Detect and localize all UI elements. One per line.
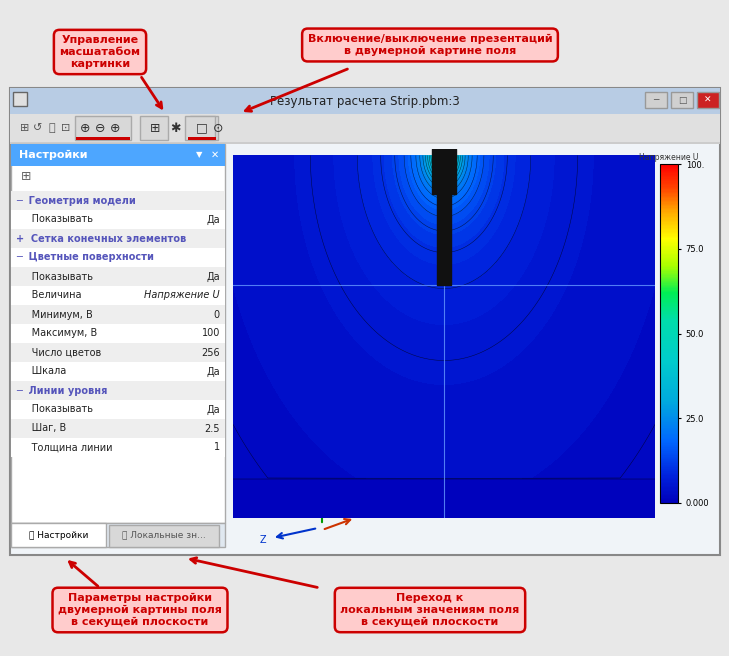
FancyBboxPatch shape [11, 438, 225, 457]
FancyBboxPatch shape [11, 400, 225, 419]
Text: ─  Геометрия модели: ─ Геометрия модели [16, 195, 136, 205]
FancyBboxPatch shape [11, 305, 225, 324]
Text: Включение/выключение презентаций
в двумерной картине поля: Включение/выключение презентаций в двуме… [308, 34, 553, 56]
FancyBboxPatch shape [11, 267, 225, 286]
Title: Напряжение U: Напряжение U [639, 153, 698, 162]
Text: Управление
масшатабом
картинки: Управление масшатабом картинки [60, 35, 141, 69]
FancyBboxPatch shape [11, 324, 225, 343]
FancyBboxPatch shape [11, 381, 225, 400]
FancyBboxPatch shape [11, 144, 225, 166]
Text: Показывать: Показывать [16, 215, 93, 224]
Text: Напряжение U: Напряжение U [144, 291, 220, 300]
Text: 🗖 Локальные зн...: 🗖 Локальные зн... [122, 531, 206, 539]
Text: Настройки: Настройки [19, 150, 87, 160]
FancyBboxPatch shape [185, 116, 215, 140]
FancyBboxPatch shape [645, 92, 667, 108]
FancyBboxPatch shape [109, 525, 219, 547]
Text: Да: Да [206, 215, 220, 224]
FancyBboxPatch shape [11, 191, 225, 210]
Text: Максимум, В: Максимум, В [16, 329, 97, 338]
Text: 2.5: 2.5 [205, 424, 220, 434]
Text: Шаг, В: Шаг, В [16, 424, 66, 434]
Text: ↺: ↺ [34, 123, 43, 133]
FancyBboxPatch shape [697, 92, 719, 108]
FancyBboxPatch shape [11, 286, 225, 305]
Text: ✕: ✕ [211, 150, 219, 160]
Text: ✱: ✱ [170, 121, 180, 134]
Text: □: □ [678, 96, 686, 104]
Text: Y: Y [324, 460, 330, 470]
FancyBboxPatch shape [75, 116, 131, 140]
Text: ─: ─ [653, 96, 659, 104]
Text: ─  Линии уровня: ─ Линии уровня [16, 386, 107, 396]
Text: Да: Да [206, 405, 220, 415]
FancyBboxPatch shape [190, 116, 218, 140]
Text: ⊞: ⊞ [20, 123, 30, 133]
Text: X: X [362, 507, 369, 517]
FancyBboxPatch shape [11, 210, 225, 229]
FancyBboxPatch shape [13, 92, 27, 106]
Text: ⊞: ⊞ [21, 169, 31, 182]
Text: Показывать: Показывать [16, 405, 93, 415]
Text: +  Сетка конечных элементов: + Сетка конечных элементов [16, 234, 186, 243]
FancyBboxPatch shape [188, 137, 216, 140]
FancyBboxPatch shape [11, 419, 225, 438]
Text: ─  Цветные поверхности: ─ Цветные поверхности [16, 253, 154, 262]
Text: Результат расчета Strip.pbm:3: Результат расчета Strip.pbm:3 [270, 94, 460, 108]
FancyBboxPatch shape [10, 142, 720, 144]
Text: Толщина линии: Толщина линии [16, 443, 112, 453]
Text: ⊞: ⊞ [149, 121, 160, 134]
Text: Параметры настройки
двумерной картины поля
в секущей плоскости: Параметры настройки двумерной картины по… [58, 593, 222, 626]
Text: ✋: ✋ [49, 123, 55, 133]
Text: Минимум, В: Минимум, В [16, 310, 93, 319]
Text: ⊖: ⊖ [95, 121, 105, 134]
FancyBboxPatch shape [10, 88, 720, 555]
Text: ✕: ✕ [704, 96, 712, 104]
FancyBboxPatch shape [76, 137, 130, 140]
Text: □: □ [196, 121, 208, 134]
FancyBboxPatch shape [11, 229, 225, 248]
Text: Переход к
локальным значениям поля
в секущей плоскости: Переход к локальным значениям поля в сек… [340, 594, 520, 626]
FancyBboxPatch shape [11, 248, 225, 267]
Text: 0: 0 [214, 310, 220, 319]
Text: 🗖 Настройки: 🗖 Настройки [29, 531, 88, 539]
FancyBboxPatch shape [11, 362, 225, 381]
Text: Показывать: Показывать [16, 272, 93, 281]
Text: ⊙: ⊙ [213, 121, 223, 134]
Text: Да: Да [206, 272, 220, 281]
FancyBboxPatch shape [10, 114, 720, 142]
Text: Шкала: Шкала [16, 367, 66, 377]
FancyBboxPatch shape [10, 88, 720, 114]
Text: ▼: ▼ [196, 150, 202, 159]
FancyBboxPatch shape [11, 144, 225, 523]
Text: Да: Да [206, 367, 220, 377]
FancyBboxPatch shape [671, 92, 693, 108]
Text: ⊕: ⊕ [110, 121, 120, 134]
Text: Число цветов: Число цветов [16, 348, 101, 358]
Text: ⊕: ⊕ [79, 121, 90, 134]
FancyBboxPatch shape [11, 523, 225, 547]
FancyBboxPatch shape [11, 343, 225, 362]
Text: ⊡: ⊡ [61, 123, 71, 133]
Text: 256: 256 [201, 348, 220, 358]
Text: Величина: Величина [16, 291, 82, 300]
Text: 1: 1 [214, 443, 220, 453]
Text: 100: 100 [202, 329, 220, 338]
Text: Z: Z [260, 535, 267, 545]
FancyBboxPatch shape [11, 523, 106, 547]
FancyBboxPatch shape [140, 116, 168, 140]
